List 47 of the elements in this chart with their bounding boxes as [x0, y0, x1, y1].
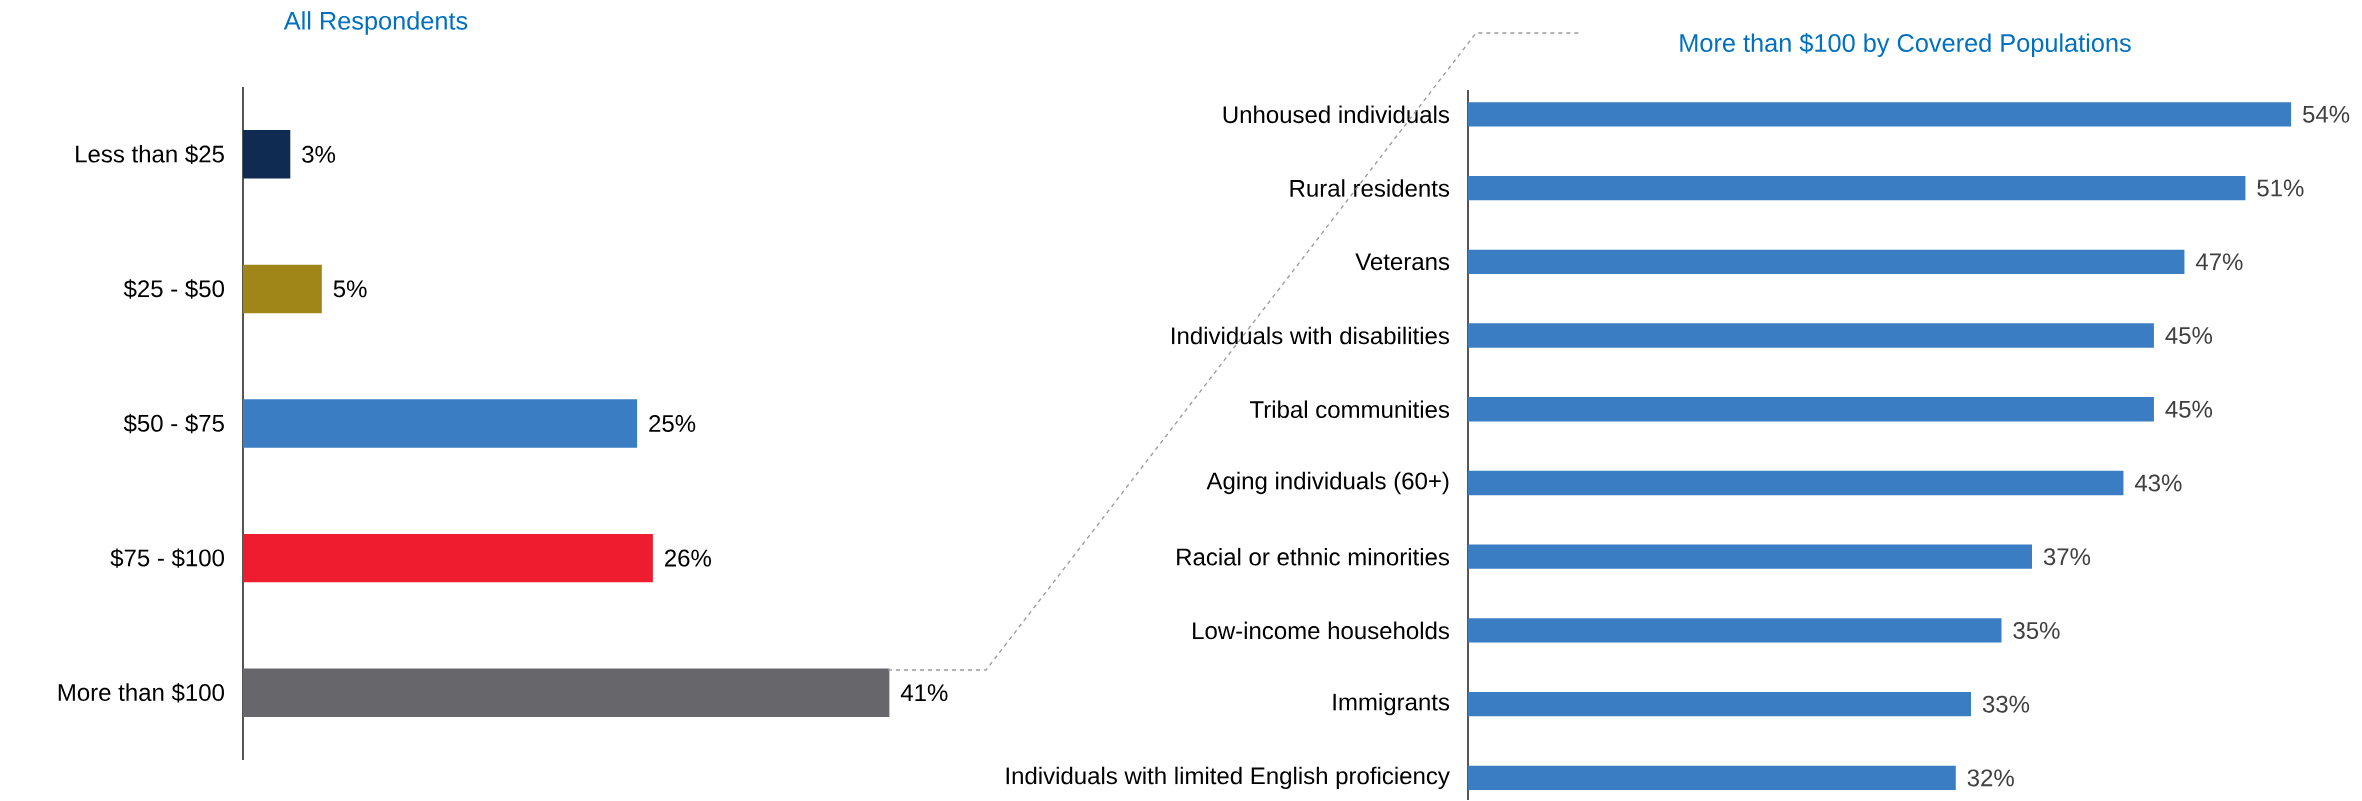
- y-tick-label: Aging individuals (60+): [1206, 471, 1449, 495]
- y-tick-label: Rural residents: [1290, 179, 1450, 198]
- y-tick-label: $50 - $75: [123, 413, 224, 434]
- data-label: 37%: [2043, 548, 2091, 566]
- data-label: 5%: [333, 280, 367, 298]
- chart-title: All Respondents: [283, 11, 468, 35]
- data-label: 35%: [2013, 622, 2060, 640]
- data-label: 45%: [2165, 327, 2213, 345]
- y-tick-label: Unhoused individuals: [1223, 105, 1450, 124]
- y-tick-label: $75 - $100: [110, 548, 224, 568]
- data-label: 26%: [665, 549, 712, 567]
- bar: [243, 264, 322, 314]
- bar: [1468, 544, 2032, 570]
- data-label: 41%: [900, 684, 948, 702]
- data-label: 43%: [2134, 474, 2182, 492]
- y-tick-label: More than $100: [58, 683, 224, 703]
- chart-title: More than $100 by Covered Populations: [1680, 33, 2131, 58]
- bar: [1468, 692, 1972, 717]
- bar: [1468, 102, 2292, 127]
- bar: [1468, 176, 2246, 201]
- data-label: 51%: [2257, 179, 2304, 197]
- y-tick-label: Less than $25: [76, 144, 224, 165]
- y-tick-label: Racial or ethnic minorities: [1177, 548, 1450, 566]
- data-label: 54%: [2303, 106, 2350, 123]
- y-tick-label: Immigrants: [1333, 693, 1450, 716]
- data-label: 3%: [302, 145, 336, 163]
- bar: [243, 668, 890, 718]
- data-label: 45%: [2165, 400, 2213, 418]
- bar: [1468, 765, 1956, 791]
- bar: [1468, 618, 2002, 643]
- data-label: 47%: [2195, 253, 2243, 271]
- bar: [1468, 397, 2154, 422]
- bar: [243, 534, 653, 583]
- y-tick-label: Individuals with limited English proficiency: [1006, 766, 1450, 790]
- data-label: 33%: [1982, 695, 2030, 713]
- data-label: 25%: [649, 415, 696, 433]
- bar: [1468, 470, 2124, 496]
- data-label: 32%: [1967, 769, 2014, 787]
- y-tick-label: Individuals with disabilities: [1172, 326, 1450, 345]
- y-tick-label: Low-income households: [1193, 621, 1450, 640]
- y-tick-label: Veterans: [1355, 253, 1450, 271]
- y-tick-label: Tribal communities: [1250, 400, 1450, 419]
- bar: [1468, 323, 2154, 348]
- bar: [243, 130, 291, 179]
- bar: [243, 399, 638, 448]
- y-tick-label: $25 - $50: [123, 279, 224, 299]
- bar: [1468, 249, 2185, 275]
